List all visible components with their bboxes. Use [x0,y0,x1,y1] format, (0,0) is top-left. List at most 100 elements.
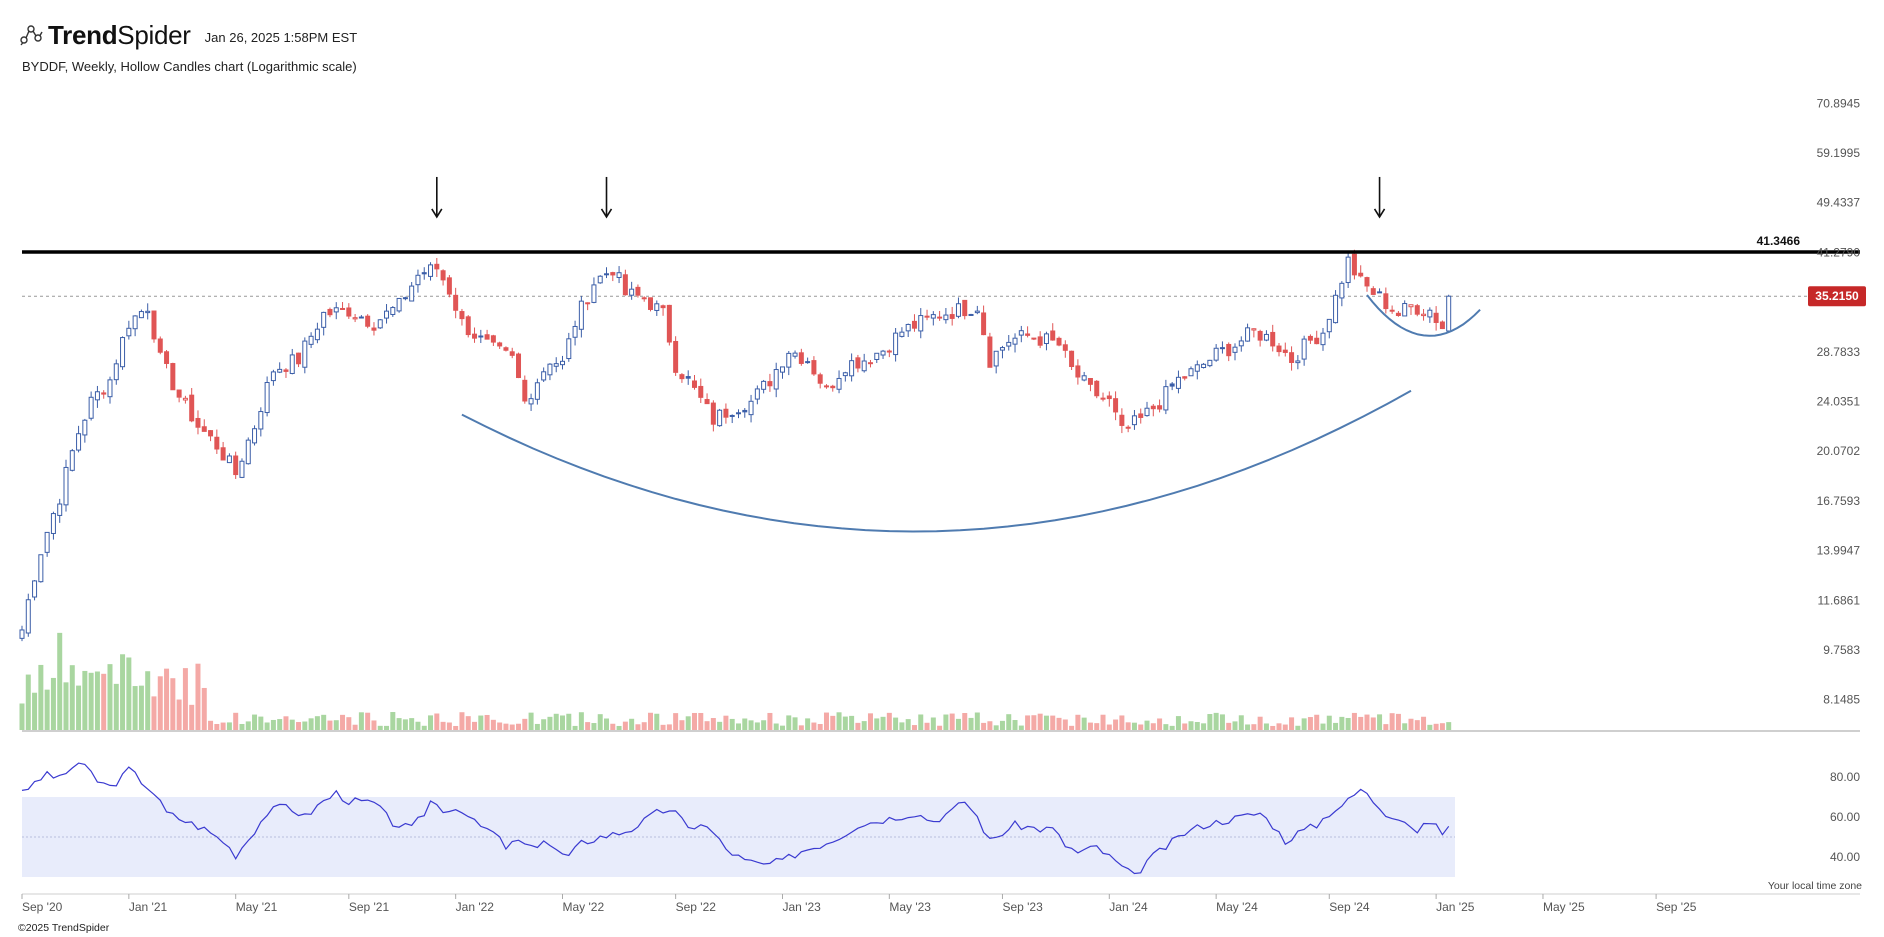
candle [1100,392,1106,402]
candle-body [855,357,861,369]
x-tick-label: Sep '23 [1002,900,1043,914]
candle-body [886,350,892,353]
candle [1439,320,1445,330]
candles [19,249,1452,642]
candle-body [1282,349,1288,353]
candle [949,306,955,326]
candle [968,313,974,316]
candle [1383,287,1389,314]
candle-body [604,273,610,276]
y-tick-label: 16.7593 [1817,494,1861,508]
volume-bar [924,722,930,730]
cup-curve [461,389,1412,533]
candle [710,400,716,432]
candle [428,262,434,281]
candle [572,320,578,346]
candle-body [547,363,553,376]
volume-bar [861,721,867,730]
candle [886,349,892,358]
candle [553,357,559,373]
candle [666,304,672,346]
candle-body [786,352,792,368]
candle-body [691,380,697,388]
candle-body [1131,415,1137,426]
candle-body [289,354,295,374]
volume-bar [1408,718,1414,730]
volume-bar [497,722,503,730]
volume-bar [1169,725,1175,730]
candle-body [472,333,478,339]
candle [1219,341,1225,354]
volume-bar [830,715,836,730]
volume-bar [811,722,817,730]
trendspider-logo[interactable]: TrendSpider [18,20,191,51]
candle-body [1213,347,1219,361]
candle-body [943,314,949,321]
candle-body [534,382,540,400]
volume-bar [943,714,949,730]
volume-bar [1131,722,1137,730]
candle-body [440,270,446,281]
volume-bar [1075,714,1081,730]
candle-body [679,374,685,380]
candle [1031,337,1037,341]
candle [478,329,484,344]
candle-body [478,335,484,338]
candle [490,334,496,347]
candle [101,390,107,399]
candle [1402,300,1408,317]
candle [1345,251,1351,288]
candle [333,302,339,320]
candle-body [57,503,63,516]
candle-body [962,299,968,317]
candle-body [233,455,239,476]
candle-body [1414,305,1420,315]
candle [955,297,961,319]
candle [1427,307,1433,323]
candle [648,297,653,312]
candle-body [453,294,459,311]
candle [1289,346,1295,371]
candle-body [352,317,358,320]
candle-body [396,297,402,312]
volume-bar [742,718,748,730]
candle [465,315,471,338]
volume-bar [1307,717,1313,730]
candle [1251,328,1257,338]
volume-bar [855,722,861,730]
y-tick-label: 59.1995 [1817,146,1861,160]
candle-body [76,433,82,451]
volume-bar [164,668,170,730]
candle [44,531,50,557]
rsi-line [21,762,1450,875]
volume-bar [962,713,968,730]
volume-bar [1295,725,1301,730]
candle-body [1301,338,1307,360]
candle-body [44,531,50,553]
trendspider-logo-icon [20,25,43,46]
candle [717,408,723,427]
volume-bar [170,678,176,730]
volume-bar [572,725,578,730]
candle-body [277,368,283,373]
candle [874,352,880,363]
volume-bar [1245,724,1251,730]
volume-bar [509,724,515,730]
candle [346,303,352,319]
candle [1075,359,1081,385]
candle [805,357,811,364]
volume-bar [409,718,415,730]
candle-body [195,417,201,428]
candle-body [258,411,264,430]
handle-curve [1366,294,1481,337]
candle [321,311,327,336]
candle [1062,340,1068,358]
volume-bar [704,721,710,730]
volume-bar [1402,723,1408,730]
candle-body [867,362,873,365]
volume-bar [120,654,126,730]
volume-bar [717,721,723,730]
candle-body [874,352,880,360]
volume-bar [641,722,647,730]
